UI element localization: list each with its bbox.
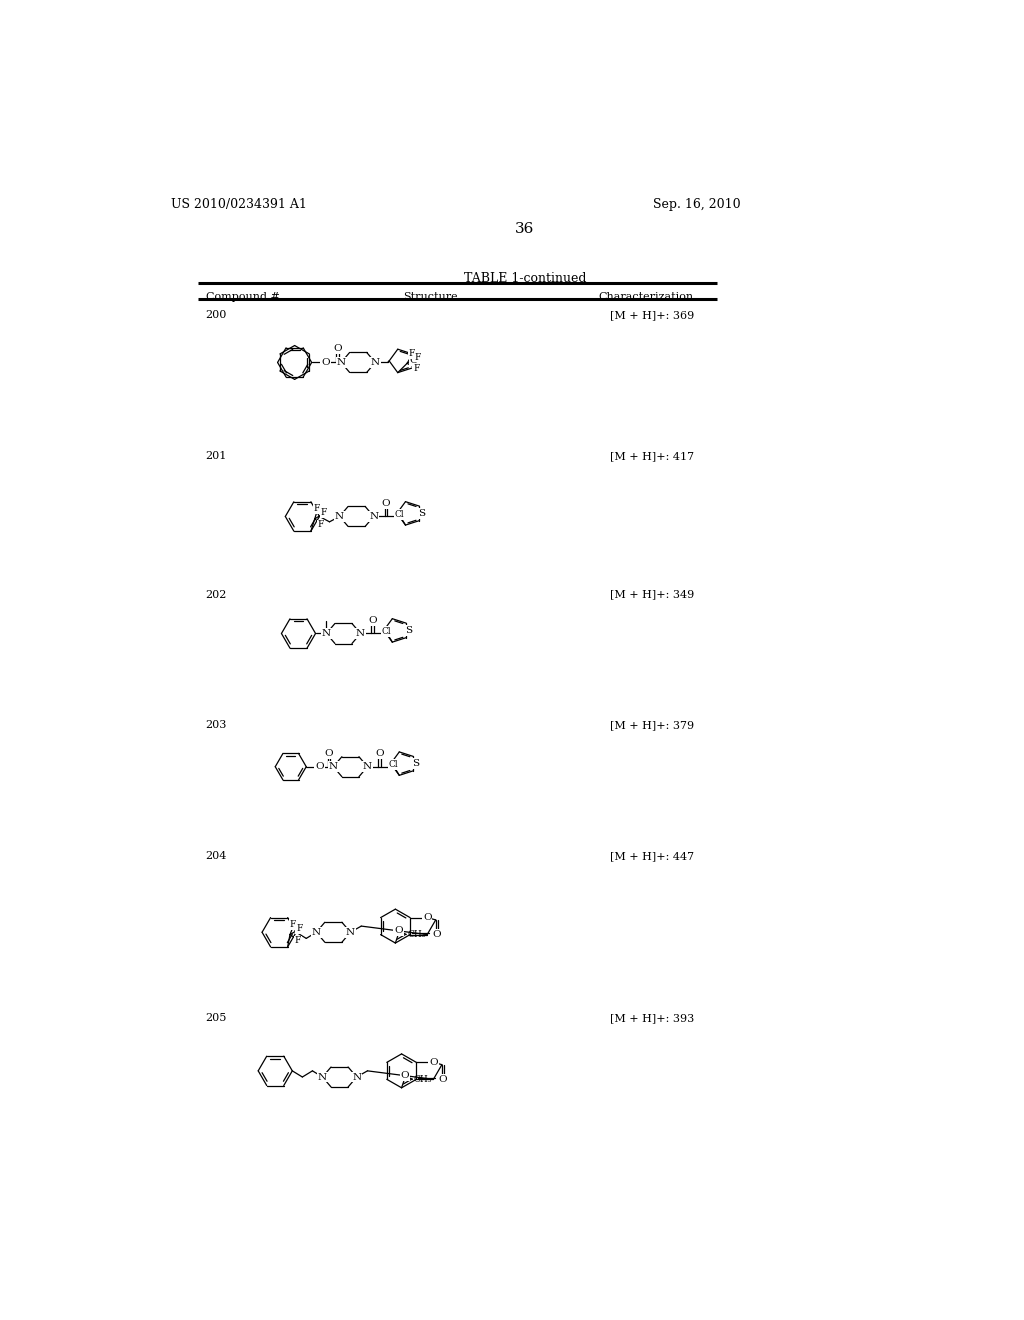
Text: 203: 203 xyxy=(206,721,227,730)
Text: N: N xyxy=(369,512,378,521)
Text: N: N xyxy=(346,928,355,937)
Text: O: O xyxy=(322,358,330,367)
Text: N: N xyxy=(352,1073,361,1081)
Text: Cl: Cl xyxy=(388,760,398,770)
Text: [M + H]+: 349: [M + H]+: 349 xyxy=(609,590,693,599)
Text: Cl: Cl xyxy=(394,510,404,519)
Text: S: S xyxy=(412,759,419,768)
Text: F: F xyxy=(296,924,302,933)
Text: CH₃: CH₃ xyxy=(407,931,425,939)
Text: 204: 204 xyxy=(206,851,227,862)
Text: F: F xyxy=(290,920,296,929)
Text: 205: 205 xyxy=(206,1014,227,1023)
Text: F: F xyxy=(413,364,420,374)
Text: O: O xyxy=(315,762,324,771)
Text: Characterization: Characterization xyxy=(599,293,693,302)
Text: F: F xyxy=(314,504,321,513)
Text: O: O xyxy=(375,750,384,758)
Text: 202: 202 xyxy=(206,590,227,599)
Text: N: N xyxy=(311,928,321,937)
Text: F: F xyxy=(415,352,421,362)
Text: F: F xyxy=(409,348,415,358)
Text: N: N xyxy=(362,762,372,771)
Text: CH₃: CH₃ xyxy=(414,1074,431,1084)
Text: N: N xyxy=(371,358,380,367)
Text: 36: 36 xyxy=(515,222,535,235)
Text: S: S xyxy=(404,626,412,635)
Text: N: N xyxy=(335,512,344,521)
Text: N: N xyxy=(337,358,346,367)
Text: N: N xyxy=(329,762,338,771)
Text: 200: 200 xyxy=(206,310,227,319)
Text: O: O xyxy=(438,1074,447,1084)
Text: N: N xyxy=(356,630,366,638)
Text: N: N xyxy=(329,762,338,771)
Text: O: O xyxy=(394,927,402,935)
Text: Cl: Cl xyxy=(381,627,391,636)
Text: S: S xyxy=(418,510,425,517)
Text: F: F xyxy=(317,520,325,529)
Text: O: O xyxy=(423,913,431,923)
Text: [M + H]+: 369: [M + H]+: 369 xyxy=(609,310,693,319)
Text: O: O xyxy=(432,931,441,939)
Text: [M + H]+: 379: [M + H]+: 379 xyxy=(609,721,693,730)
Text: Structure: Structure xyxy=(402,293,458,302)
Text: Compound #: Compound # xyxy=(206,293,280,302)
Text: O: O xyxy=(429,1057,437,1067)
Text: Sep. 16, 2010: Sep. 16, 2010 xyxy=(652,198,740,211)
Text: [M + H]+: 393: [M + H]+: 393 xyxy=(609,1014,693,1023)
Text: O: O xyxy=(410,356,418,366)
Text: N: N xyxy=(337,358,346,367)
Text: N: N xyxy=(318,1073,327,1081)
Text: O: O xyxy=(381,499,390,508)
Text: F: F xyxy=(295,936,301,945)
Text: [M + H]+: 447: [M + H]+: 447 xyxy=(609,851,693,862)
Text: US 2010/0234391 A1: US 2010/0234391 A1 xyxy=(171,198,306,211)
Text: N: N xyxy=(318,1073,327,1081)
Text: O: O xyxy=(325,750,334,758)
Text: N: N xyxy=(335,512,344,521)
Text: N: N xyxy=(311,928,321,937)
Text: O: O xyxy=(369,616,377,624)
Text: N: N xyxy=(322,630,331,638)
Text: N: N xyxy=(322,630,331,638)
Text: O: O xyxy=(400,1071,409,1080)
Text: F: F xyxy=(321,508,328,517)
Text: O: O xyxy=(334,345,342,352)
Text: [M + H]+: 417: [M + H]+: 417 xyxy=(609,451,693,461)
Text: 201: 201 xyxy=(206,451,227,461)
Text: TABLE 1-continued: TABLE 1-continued xyxy=(464,272,586,285)
